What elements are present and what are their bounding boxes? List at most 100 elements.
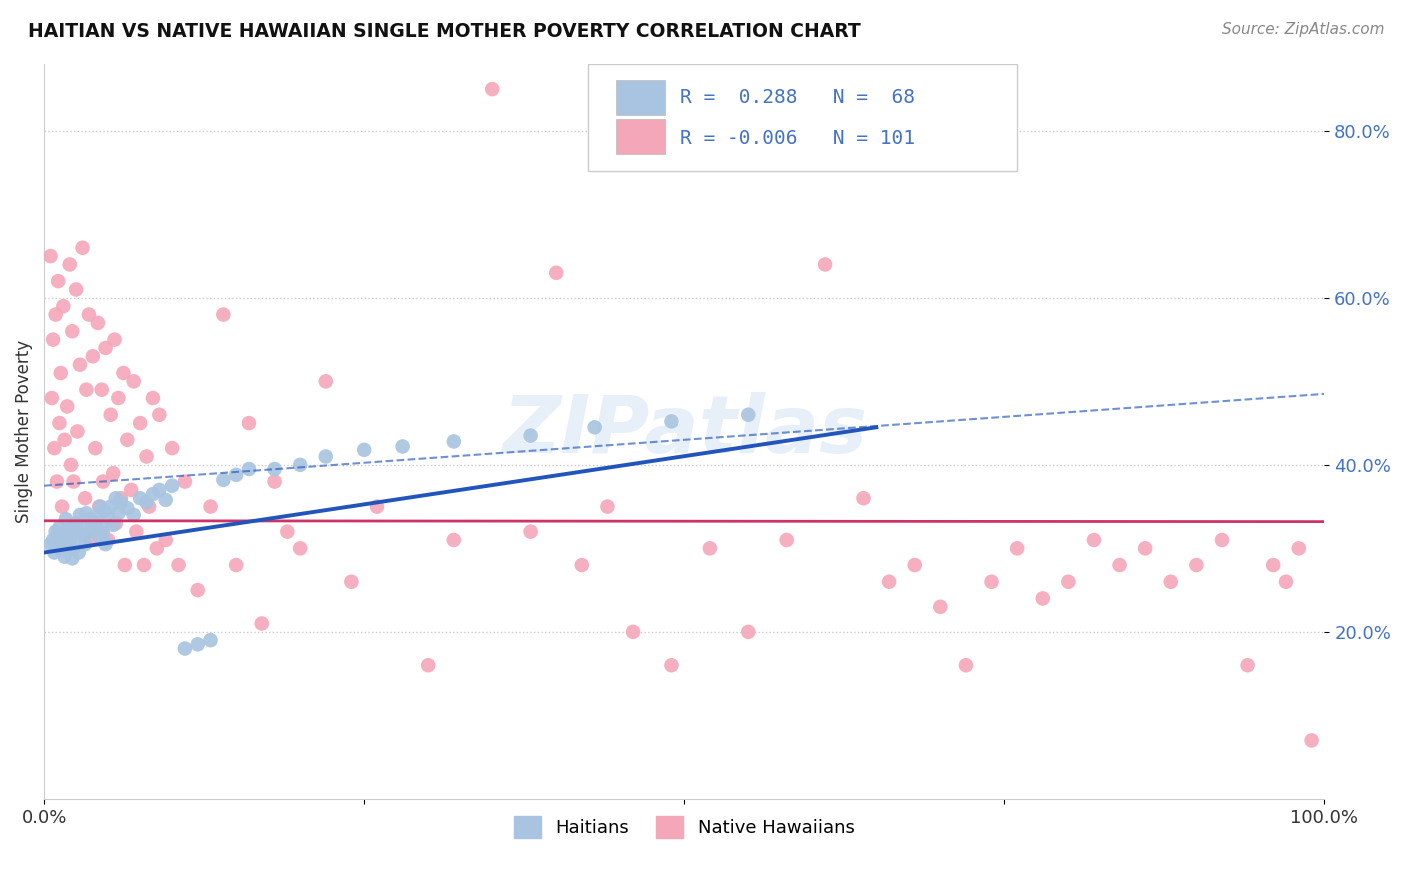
Point [122, 508, 145, 522]
Point [661, 414, 683, 428]
Point [90, 383, 112, 397]
Point [89, 529, 111, 543]
Point [104, 516, 127, 531]
Point [135, 450, 157, 464]
Text: ZIPatlas: ZIPatlas [502, 392, 866, 470]
Point [39, 537, 62, 551]
Point [142, 487, 165, 501]
Point [110, 495, 132, 509]
Point [129, 491, 152, 506]
FancyBboxPatch shape [616, 80, 665, 115]
Point [955, 658, 977, 673]
Point [418, 658, 440, 673]
Point [46, 274, 69, 288]
Point [45, 524, 67, 539]
Point [58, 523, 80, 537]
Point [45, 308, 67, 322]
Point [814, 257, 837, 271]
Point [75, 383, 97, 397]
Point [62, 520, 84, 534]
Text: HAITIAN VS NATIVE HAWAIIAN SINGLE MOTHER POVERTY CORRELATION CHART: HAITIAN VS NATIVE HAWAIIAN SINGLE MOTHER… [28, 22, 860, 41]
Point [107, 506, 129, 520]
Point [571, 558, 593, 572]
Point [1263, 558, 1285, 572]
Point [48, 416, 70, 430]
Point [48, 520, 70, 534]
Point [904, 558, 927, 572]
Point [100, 408, 122, 422]
Point [97, 509, 120, 524]
Point [84, 516, 107, 531]
Point [75, 491, 97, 506]
Point [1185, 558, 1208, 572]
Point [94, 341, 117, 355]
Point [212, 473, 235, 487]
Point [104, 491, 127, 506]
Point [138, 500, 160, 514]
Point [75, 537, 97, 551]
Point [69, 508, 91, 522]
Point [44, 441, 66, 455]
Point [87, 508, 110, 522]
Point [52, 299, 75, 313]
Point [112, 366, 135, 380]
Point [82, 349, 104, 363]
Point [65, 283, 87, 297]
Point [91, 475, 114, 489]
Point [288, 458, 311, 472]
Point [1288, 541, 1310, 556]
Point [1005, 541, 1028, 556]
Point [63, 540, 86, 554]
Point [699, 541, 721, 556]
Point [114, 558, 136, 572]
Point [82, 520, 104, 534]
Point [877, 574, 900, 589]
Point [238, 462, 260, 476]
Point [73, 529, 96, 543]
Text: R =  0.288   N =  68: R = 0.288 N = 68 [681, 87, 915, 107]
Point [583, 420, 606, 434]
Point [53, 549, 76, 564]
Point [122, 375, 145, 389]
Point [103, 466, 125, 480]
Point [103, 518, 125, 533]
Point [225, 467, 247, 482]
Point [481, 82, 503, 96]
Point [174, 475, 197, 489]
Point [132, 558, 155, 572]
Point [75, 506, 97, 520]
Point [60, 324, 83, 338]
Point [93, 504, 115, 518]
Point [103, 333, 125, 347]
Point [1032, 591, 1054, 606]
Point [142, 391, 165, 405]
Point [49, 366, 72, 380]
Point [263, 462, 285, 476]
Point [276, 524, 298, 539]
Point [56, 543, 79, 558]
Point [135, 495, 157, 509]
Point [1133, 541, 1156, 556]
Y-axis label: Single Mother Poverty: Single Mother Poverty [15, 340, 32, 523]
Point [67, 545, 90, 559]
Legend: Haitians, Native Hawaiians: Haitians, Native Hawaiians [506, 808, 862, 845]
Point [94, 537, 117, 551]
Point [125, 524, 148, 539]
Point [110, 491, 132, 506]
Point [238, 416, 260, 430]
Point [42, 533, 65, 547]
Point [148, 408, 170, 422]
Point [200, 633, 222, 648]
Point [65, 516, 87, 531]
Point [56, 400, 79, 414]
Point [661, 658, 683, 673]
Point [187, 583, 209, 598]
Point [51, 500, 73, 514]
Point [100, 500, 122, 514]
Point [1057, 574, 1080, 589]
Point [69, 358, 91, 372]
Text: R = -0.006   N = 101: R = -0.006 N = 101 [681, 128, 915, 148]
Point [79, 533, 101, 547]
Point [929, 599, 952, 614]
Point [148, 483, 170, 497]
